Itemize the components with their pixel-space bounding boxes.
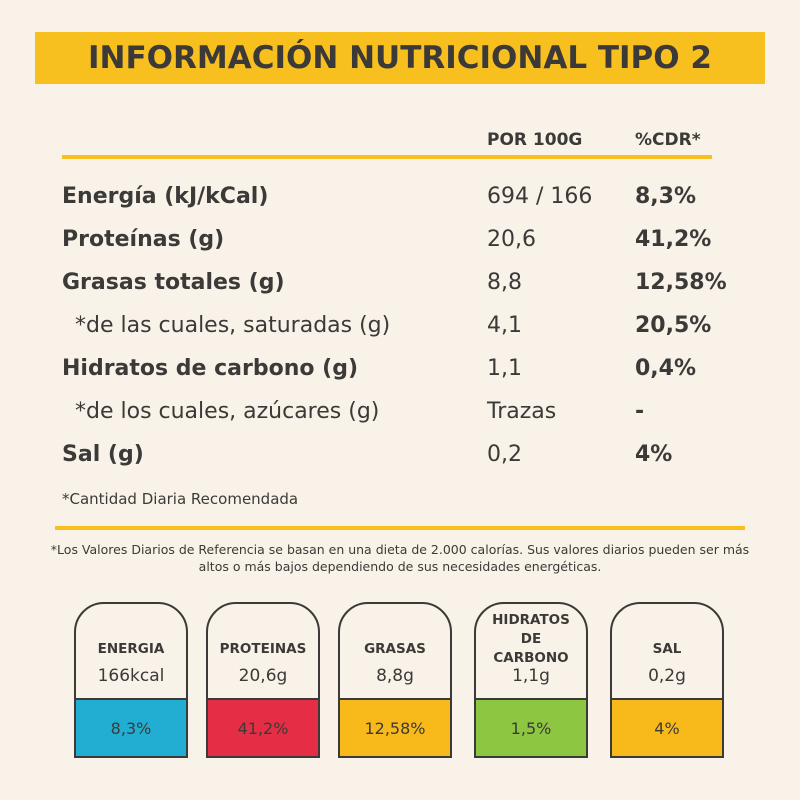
card-percent: 4% [612,698,722,756]
row-cdr: 8,3% [635,184,697,209]
row-label: *de los cuales, azúcares (g) [75,399,380,424]
row-label: *de las cuales, saturadas (g) [75,313,391,338]
row-value: 0,2 [487,442,522,467]
card-label: ENERGIA [97,640,165,657]
card-percent: 12,58% [340,698,450,756]
card-amount: 0,2g [648,666,686,686]
nutrient-card: PROTEINAS 20,6g 41,2% [206,602,320,758]
nutrient-card: SAL 0,2g 4% [610,602,724,758]
card-amount: 20,6g [238,666,288,686]
row-value: 4,1 [487,313,522,338]
footnote: *Cantidad Diaria Recomendada [62,490,299,508]
card-percent: 8,3% [76,698,186,756]
row-value: 694 / 166 [487,184,593,209]
card-label: GRASAS [364,640,426,657]
nutrient-card: ENERGIA 166kcal 8,3% [74,602,188,758]
card-amount: 1,1g [512,666,550,686]
column-header: POR 100G [487,130,583,150]
reference-note: *Los Valores Diarios de Referencia se ba… [50,542,750,574]
card-amount: 8,8g [376,666,414,686]
row-label: Proteínas (g) [62,227,225,252]
row-value: Trazas [487,399,557,424]
row-label: Sal (g) [62,442,144,467]
row-cdr: 20,5% [635,313,712,338]
divider [55,526,745,530]
title: INFORMACIÓN NUTRICIONAL TIPO 2 [88,40,712,76]
column-header: %CDR* [635,130,701,150]
card-label: PROTEINAS [219,640,307,657]
row-cdr: 41,2% [635,227,712,252]
card-percent: 41,2% [208,698,318,756]
row-label: Hidratos de carbono (g) [62,356,359,381]
card-percent: 1,5% [476,698,586,756]
row-cdr: 4% [635,442,673,467]
row-value: 8,8 [487,270,522,295]
row-cdr: 0,4% [635,356,697,381]
row-value: 20,6 [487,227,536,252]
row-cdr: - [635,399,645,424]
title-banner: INFORMACIÓN NUTRICIONAL TIPO 2 [35,32,765,84]
card-label: HIDRATOS DE CARBONO [492,611,570,666]
divider [62,155,712,159]
row-label: Grasas totales (g) [62,270,285,295]
row-label: Energía (kJ/kCal) [62,184,269,209]
card-label: SAL [652,640,682,657]
nutrient-card: HIDRATOS DE CARBONO 1,1g 1,5% [474,602,588,758]
nutrient-card: GRASAS 8,8g 12,58% [338,602,452,758]
card-amount: 166kcal [97,666,165,686]
row-cdr: 12,58% [635,270,727,295]
row-value: 1,1 [487,356,522,381]
